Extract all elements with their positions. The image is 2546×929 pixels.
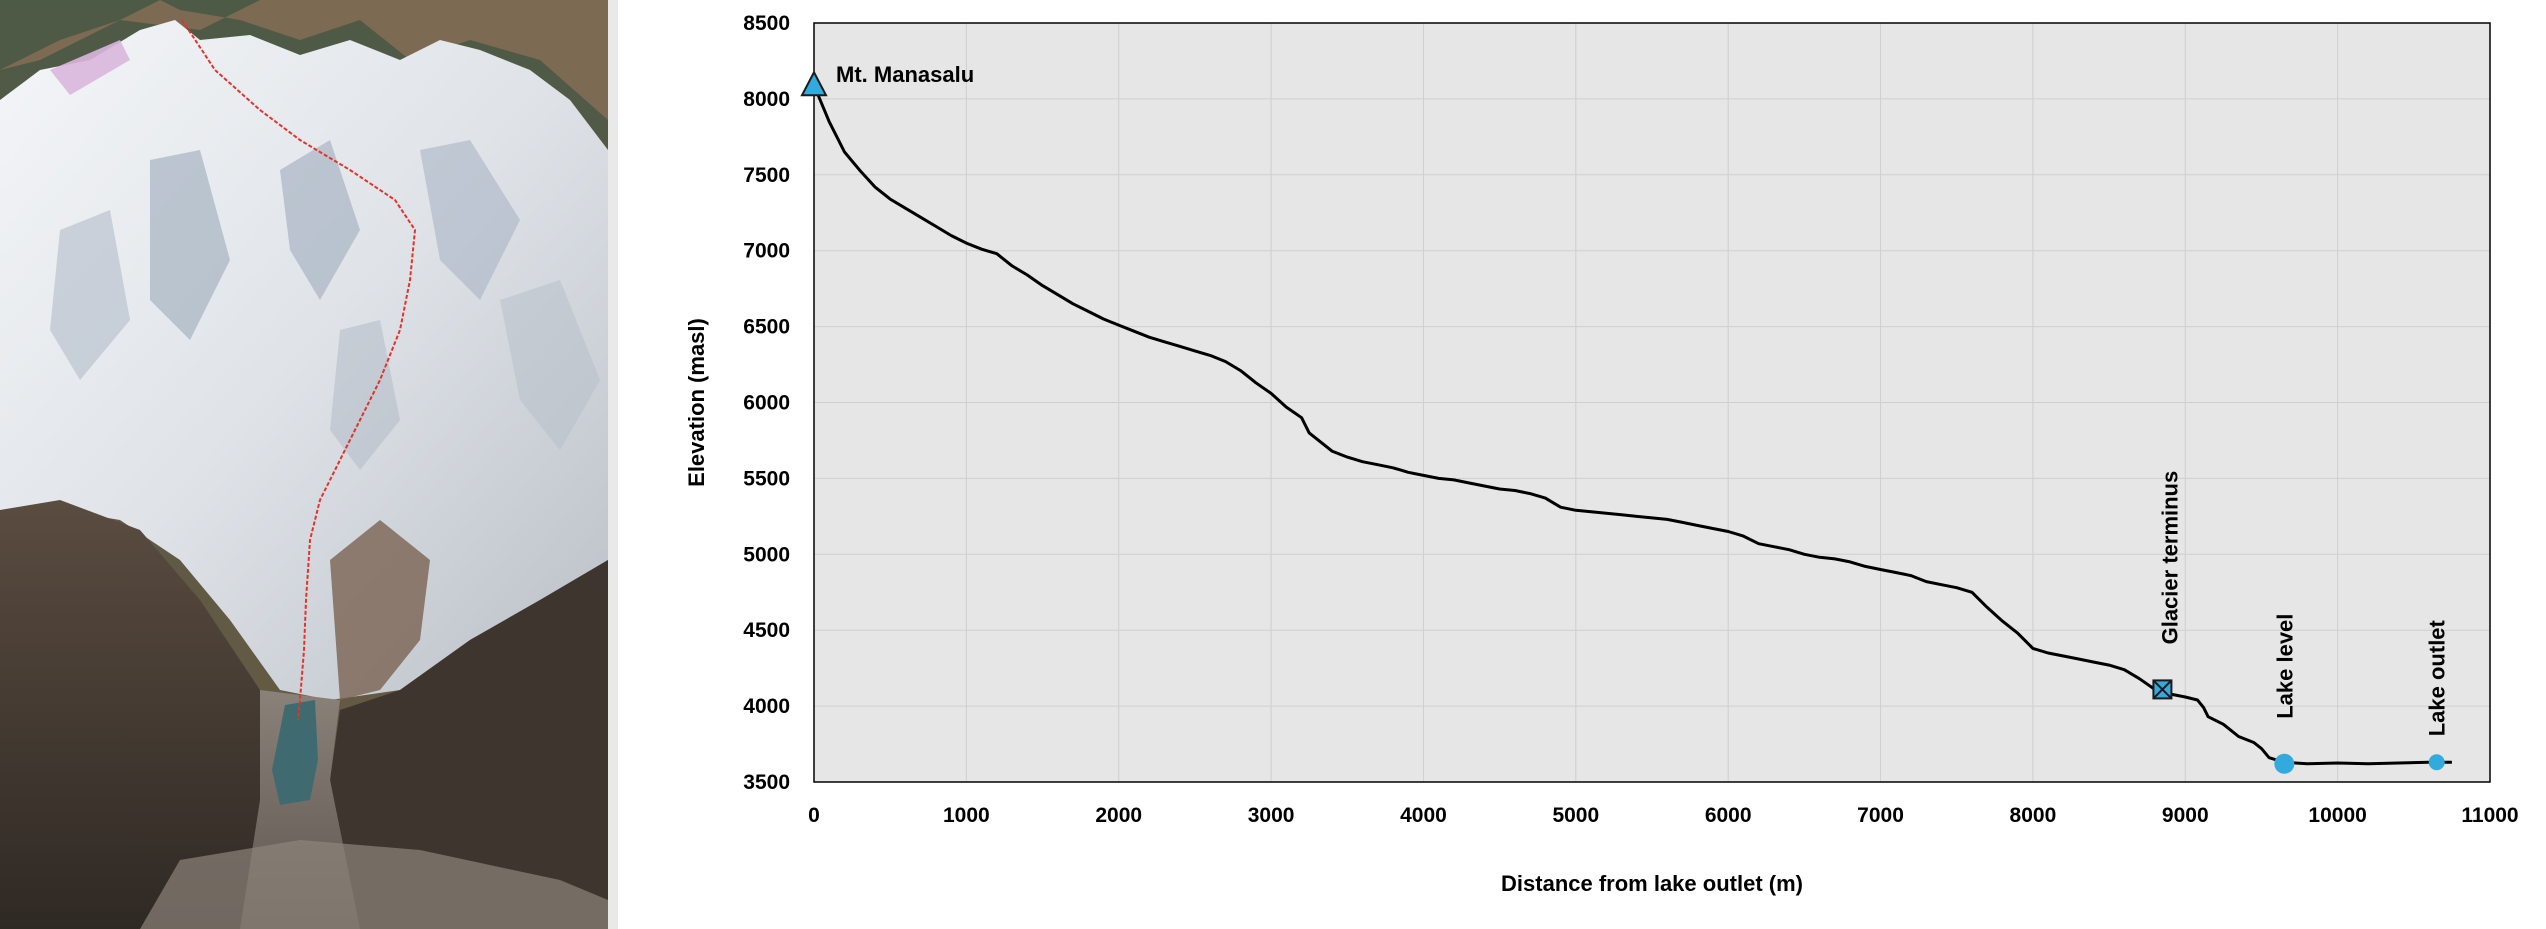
mountain-photo — [0, 0, 608, 929]
y-tick-label: 4500 — [743, 619, 790, 642]
y-tick-label: 4000 — [743, 695, 790, 718]
lake-outlet-label: Lake outlet — [2425, 619, 2450, 736]
chart-canvas: 3500 4000 4500 5000 5500 6000 6500 7000 7500 8000… — [684, 12, 2519, 896]
x-tick-label: 8000 — [2010, 804, 2057, 827]
y-tick-label: 6500 — [743, 316, 790, 339]
x-tick-label: 1000 — [943, 804, 990, 827]
annotation-markers: Mt. Manasalu Glacier terminus Lake level La… — [800, 62, 2450, 774]
glacier-terminus-x — [2152, 679, 2173, 700]
x-tick-label: 4000 — [1400, 804, 1447, 827]
x-axis-title: Distance from lake outlet (m) — [1501, 871, 1803, 896]
y-tick-label: 7000 — [743, 240, 790, 263]
y-tick-label: 8500 — [743, 12, 790, 35]
y-tick-label: 8000 — [743, 88, 790, 111]
x-tick-label: 3000 — [1248, 804, 1295, 827]
y-tick-label: 5500 — [743, 467, 790, 490]
y-tick-label: 5000 — [743, 543, 790, 566]
y-tick-label: 7500 — [743, 164, 790, 187]
elevation-profile-chart: 3500 4000 4500 5000 5500 6000 6500 7000 7500 8000… — [618, 0, 2546, 929]
x-tick-label: 9000 — [2162, 804, 2209, 827]
x-tick-label: 2000 — [1095, 804, 1142, 827]
lake-outlet-marker — [2428, 754, 2445, 771]
y-tick-label: 3500 — [743, 771, 790, 794]
x-tick-label: 6000 — [1705, 804, 1752, 827]
panel-divider — [608, 0, 618, 929]
x-axis-ticks: 0 1000 2000 3000 4000 5000 6000 7000 8000 9000 100… — [808, 804, 2518, 827]
summit-marker — [800, 70, 828, 97]
x-tick-label: 11000 — [2461, 804, 2518, 827]
lake-level-label: Lake level — [2272, 614, 2297, 719]
x-tick-label: 5000 — [1552, 804, 1599, 827]
y-tick-label: 6000 — [743, 392, 790, 415]
elevation-profile-line — [812, 84, 2452, 766]
x-tick-label: 0 — [808, 804, 820, 827]
plot-border — [813, 22, 2491, 783]
y-axis-ticks: 3500 4000 4500 5000 5500 6000 6500 7000 7500 8000… — [743, 12, 790, 794]
x-tick-label: 7000 — [1857, 804, 1904, 827]
lake-level-marker — [2274, 753, 2295, 774]
summit-label: Mt. Manasalu — [836, 62, 974, 87]
y-axis-title: Elevation (masl) — [684, 318, 709, 487]
mountain-photo-graphic — [0, 0, 608, 929]
x-tick-label: 10000 — [2308, 804, 2366, 827]
glacier-terminus-label: Glacier terminus — [2157, 471, 2182, 645]
